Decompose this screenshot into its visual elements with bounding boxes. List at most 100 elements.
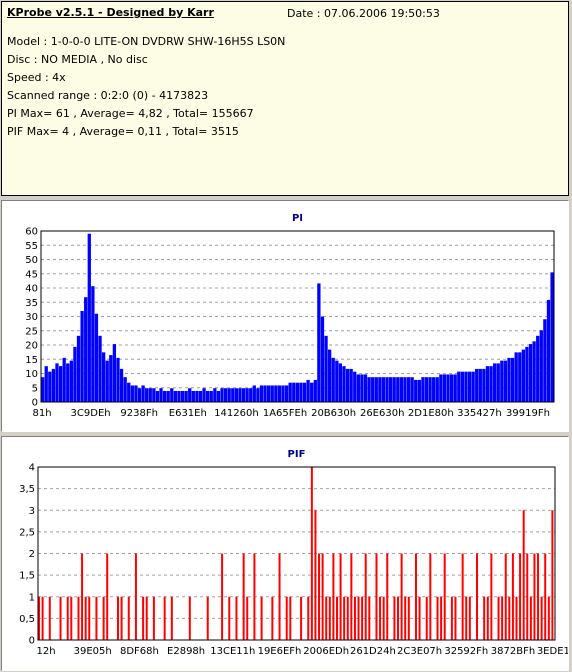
data-bar [127,596,130,640]
data-bar [460,371,465,402]
x-tick-label: 32592Fh [444,646,488,657]
data-bar [547,596,550,640]
data-bar [328,596,331,640]
x-tick-label: 26E630h [360,408,404,419]
data-bar [209,390,213,402]
x-tick-label: 3C9DEh [71,408,111,419]
data-bar [38,596,40,640]
data-bar [98,335,102,402]
data-bar [152,596,155,640]
data-bar [360,374,364,402]
data-bar [432,377,436,402]
y-tick-label: 35 [25,298,38,309]
data-bar [532,341,536,402]
data-bar [374,377,378,402]
data-bar [163,596,166,640]
data-bar [421,377,425,402]
y-tick-label: 5 [32,383,38,394]
data-bar [388,377,393,402]
y-tick-label: 45 [25,269,38,280]
data-bar [468,596,471,640]
data-bar [467,371,472,402]
y-tick-label: 20 [25,341,38,352]
data-bar [162,390,167,402]
data-bar [428,377,432,402]
data-bar [521,349,526,402]
data-bar [170,596,173,640]
data-bar [356,374,360,402]
data-bar [285,596,288,640]
x-tick-label: 19E6EFh [258,646,302,657]
x-tick-label: 2D1E80h [408,408,454,419]
data-bar [302,382,307,402]
data-bar [500,360,504,402]
y-tick-label: 10 [25,369,38,380]
chart-title: PI [292,213,303,224]
data-bar [134,385,138,402]
data-bar [44,366,48,402]
data-bar [177,390,181,402]
data-bar [253,553,256,640]
x-tick-label: 335427h [457,408,502,419]
data-bar [195,390,199,402]
data-bar [188,388,192,402]
data-bar [342,366,346,402]
app-title: KProbe v2.5.1 - Designed by Karr [7,6,214,19]
data-bar [386,553,389,640]
data-bar [510,357,515,402]
data-bar [48,371,52,402]
data-bar [518,352,522,402]
scanned-range-line: Scanned range : 0:2:0 (0) - 4173823 [7,89,209,102]
data-bar [457,371,461,402]
data-bar [112,344,117,402]
data-bar [300,596,303,640]
plot-border [40,230,555,403]
data-bar [397,596,400,640]
y-tick-label: 30 [25,312,38,323]
data-bar [483,596,486,640]
y-tick-label: 40 [25,284,38,295]
data-bar [537,553,540,640]
scan-date: Date : 07.06.2006 19:50:53 [287,7,440,20]
data-bar [152,388,156,402]
data-bar [234,388,239,402]
data-bar [259,385,264,402]
data-bar [307,596,310,640]
data-bar [450,596,453,640]
data-bar [123,377,127,402]
data-bar [425,596,428,640]
data-bar [497,596,500,640]
data-bar [540,596,543,640]
data-bar [119,368,124,402]
x-tick-label: 39E05h [74,646,112,657]
y-tick-label: 2,5 [19,527,35,538]
data-bar [489,366,493,402]
x-tick-label: 81h [32,408,51,419]
pi-chart-panel: PI 0 5 10 15 20 25 30 35 40 45 50 55 60 81h 3C9DEh 9238F… [1,200,569,432]
data-bar [306,379,310,402]
data-bar [310,467,313,640]
data-bar [392,377,396,402]
data-bar [145,388,149,402]
y-tick-label: 2 [29,549,35,560]
data-bar [379,596,382,640]
data-bar [159,388,163,402]
y-tick-label: 15 [25,355,38,366]
data-bar [41,377,45,402]
data-bar [476,553,479,640]
data-bar [353,596,356,640]
data-bar [371,377,375,402]
data-bar [87,233,91,402]
data-bar [539,330,543,402]
y-tick-label: 3,5 [19,484,35,495]
data-bar [435,377,439,402]
data-bar [508,596,511,640]
data-bar [73,346,77,402]
data-bar [461,553,464,640]
data-bar [41,596,44,640]
data-bar [223,388,228,402]
data-bar [145,596,148,640]
data-bar [295,382,299,402]
data-bar [231,388,235,402]
data-bar [271,596,274,640]
